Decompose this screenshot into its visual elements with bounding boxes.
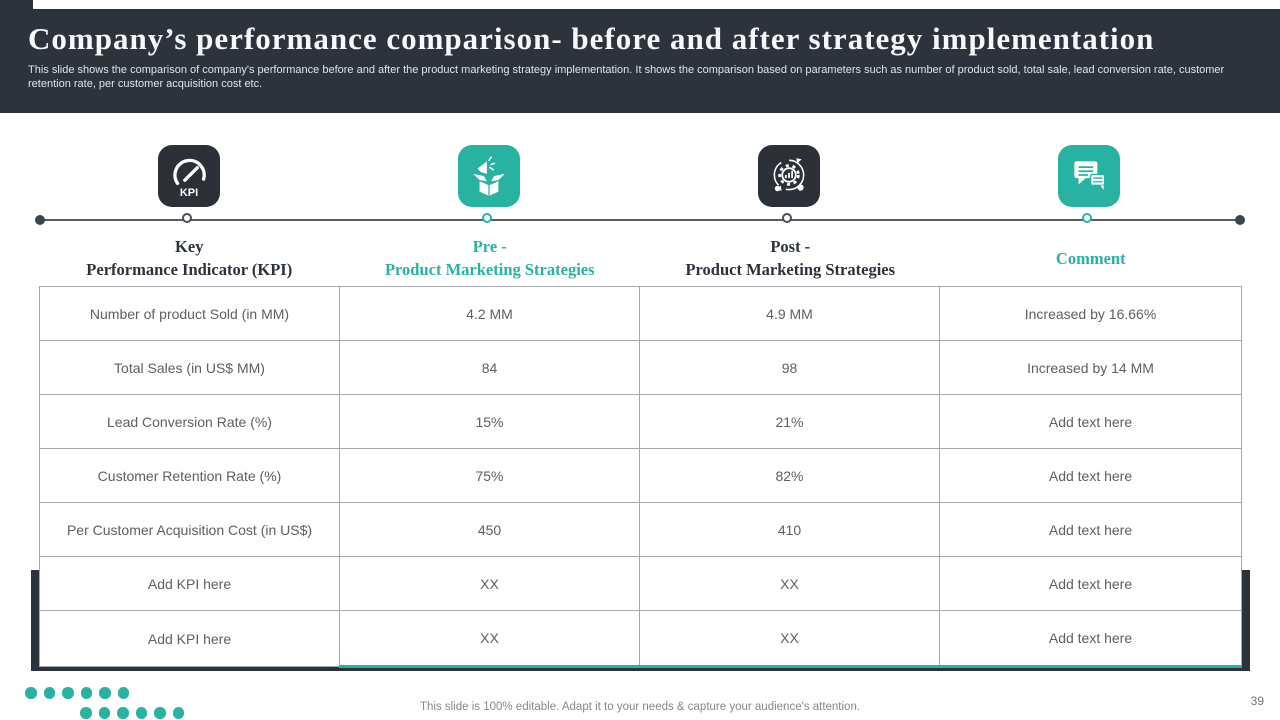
table-cell-comment: Add text here xyxy=(939,394,1242,449)
comment-bubbles-icon xyxy=(1058,145,1120,207)
table-cell-post: 82% xyxy=(639,448,940,503)
table-row: Total Sales (in US$ MM) 84 98 Increased by … xyxy=(39,340,1242,395)
kpi-gauge-icon: KPI xyxy=(158,145,220,207)
table-column-headers: Key Performance Indicator (KPI) Pre - Pr… xyxy=(39,233,1241,283)
table-cell-pre: 450 xyxy=(339,502,640,557)
table-row: Per Customer Acquisition Cost (in US$) 45… xyxy=(39,502,1242,557)
table-cell-kpi: Lead Conversion Rate (%) xyxy=(39,394,340,449)
timeline-line xyxy=(40,219,1240,221)
table-cell-pre: 15% xyxy=(339,394,640,449)
column-header-comment: Comment xyxy=(941,233,1242,283)
table-cell-comment: Add text here xyxy=(939,502,1242,557)
table-cell-comment: Add text here xyxy=(939,556,1242,611)
table-row: Customer Retention Rate (%) 75% 82% Add tex… xyxy=(39,448,1242,503)
top-left-notch xyxy=(0,0,33,9)
table-cell-post: 98 xyxy=(639,340,940,395)
kpi-comparison-table: Number of product Sold (in MM) 4.2 MM 4.9 … xyxy=(39,286,1242,668)
table-cell-pre: 4.2 MM xyxy=(339,286,640,341)
table-cell-comment: Increased by 16.66% xyxy=(939,286,1242,341)
table-cell-kpi: Per Customer Acquisition Cost (in US$) xyxy=(39,502,340,557)
page-number: 39 xyxy=(1250,694,1264,708)
column-header-line: Product Marketing Strategies xyxy=(384,260,595,279)
column-header-line: Performance Indicator (KPI) xyxy=(86,260,293,279)
column-header-line: Comment xyxy=(1055,248,1126,268)
column-header-post: Post - Product Marketing Strategies xyxy=(640,233,941,283)
table-row: Number of product Sold (in MM) 4.2 MM 4.9 … xyxy=(39,286,1242,341)
table-cell-kpi: Customer Retention Rate (%) xyxy=(39,448,340,503)
slide-header: Company’s performance comparison- before… xyxy=(0,9,1280,113)
column-header-line: Product Marketing Strategies xyxy=(685,260,896,279)
column-header-kpi: Key Performance Indicator (KPI) xyxy=(39,233,340,283)
timeline-node-pre xyxy=(482,213,492,223)
product-launch-icon xyxy=(458,145,520,207)
table-cell-kpi: Add KPI here xyxy=(39,556,340,611)
table-cell-post: 4.9 MM xyxy=(639,286,940,341)
footer-dots-pattern xyxy=(25,687,129,699)
timeline-start-dot xyxy=(35,215,45,225)
table-cell-pre: 75% xyxy=(339,448,640,503)
timeline-node-kpi xyxy=(182,213,192,223)
table-cell-post: 21% xyxy=(639,394,940,449)
table-cell-comment: Add text here xyxy=(939,610,1242,668)
timeline-end-dot xyxy=(1235,215,1245,225)
table-row: Add KPI here XX XX Add text here xyxy=(39,610,1242,668)
table-cell-pre: XX xyxy=(339,610,640,668)
kpi-table-body: Number of product Sold (in MM) 4.2 MM 4.9 … xyxy=(39,286,1242,668)
table-row: Lead Conversion Rate (%) 15% 21% Add text h… xyxy=(39,394,1242,449)
table-cell-kpi: Number of product Sold (in MM) xyxy=(39,286,340,341)
column-header-line: Pre - xyxy=(472,237,507,256)
table-cell-comment: Increased by 14 MM xyxy=(939,340,1242,395)
table-cell-kpi: Total Sales (in US$ MM) xyxy=(39,340,340,395)
slide-subtitle: This slide shows the comparison of compa… xyxy=(28,64,1225,90)
table-cell-comment: Add text here xyxy=(939,448,1242,503)
table-cell-kpi: Add KPI here xyxy=(39,610,340,667)
table-row: Add KPI here XX XX Add text here xyxy=(39,556,1242,611)
timeline-node-comment xyxy=(1082,213,1092,223)
kpi-icon-label: KPI xyxy=(180,187,198,199)
footer-note: This slide is 100% editable. Adapt it to… xyxy=(419,701,861,713)
page-title: Company’s performance comparison- before… xyxy=(28,21,1155,56)
table-cell-pre: 84 xyxy=(339,340,640,395)
table-cell-post: XX xyxy=(639,556,940,611)
column-header-line: Key xyxy=(175,237,204,256)
column-header-line: Post - xyxy=(770,237,811,256)
footer-dots-pattern xyxy=(80,707,184,719)
table-cell-post: 410 xyxy=(639,502,940,557)
table-cell-post: XX xyxy=(639,610,940,668)
table-cell-pre: XX xyxy=(339,556,640,611)
column-header-pre: Pre - Product Marketing Strategies xyxy=(340,233,641,283)
timeline-node-post xyxy=(782,213,792,223)
process-gear-icon xyxy=(758,145,820,207)
